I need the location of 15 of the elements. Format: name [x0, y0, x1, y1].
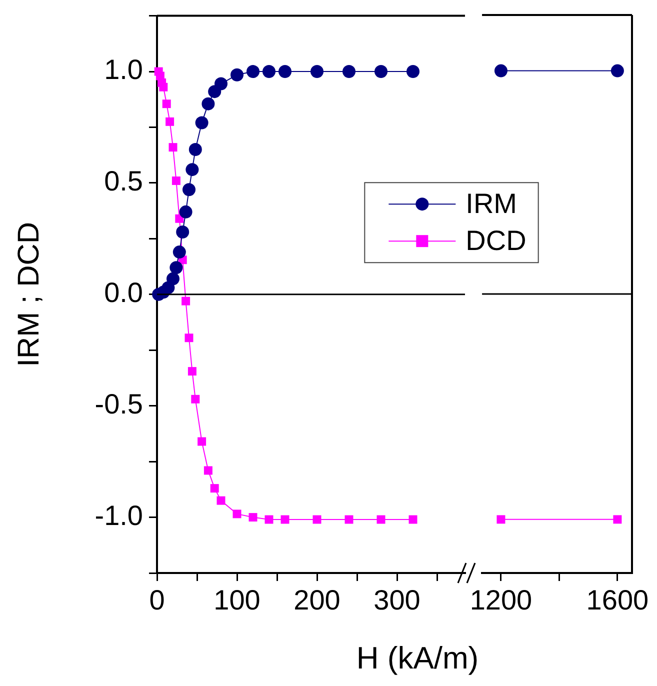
x-tick-label: 1200 — [470, 584, 532, 616]
y-tick-label: 0.0 — [104, 277, 143, 308]
legend-label: DCD — [466, 224, 526, 256]
x-tick-label: 1600 — [586, 584, 649, 616]
x-tick-label: 200 — [294, 584, 340, 616]
x-tick-label: 100 — [214, 584, 260, 616]
y-tick-label: -1.0 — [94, 500, 143, 531]
y-axis-title: IRM ; DCD — [12, 222, 46, 367]
x-tick-label: 300 — [374, 584, 420, 616]
x-tick-label: 0 — [149, 584, 165, 616]
x-axis-title: H (kA/m) — [356, 640, 479, 676]
legend-label: IRM — [466, 188, 517, 219]
y-tick-label: -0.5 — [94, 388, 143, 420]
y-tick-label: 1.0 — [104, 54, 143, 86]
y-tick-label: 0.5 — [104, 166, 143, 197]
